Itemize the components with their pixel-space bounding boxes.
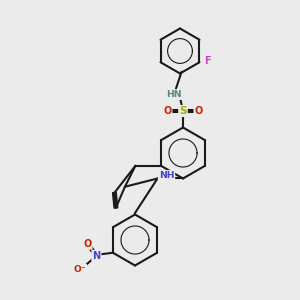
Text: O: O xyxy=(194,106,203,116)
Text: O: O xyxy=(83,239,92,249)
Text: S: S xyxy=(179,106,187,116)
Text: O⁻: O⁻ xyxy=(74,265,86,274)
Text: NH: NH xyxy=(159,171,174,180)
Text: N: N xyxy=(92,251,101,261)
Text: F: F xyxy=(204,56,210,66)
Text: HN: HN xyxy=(166,90,182,99)
Text: O: O xyxy=(163,106,172,116)
